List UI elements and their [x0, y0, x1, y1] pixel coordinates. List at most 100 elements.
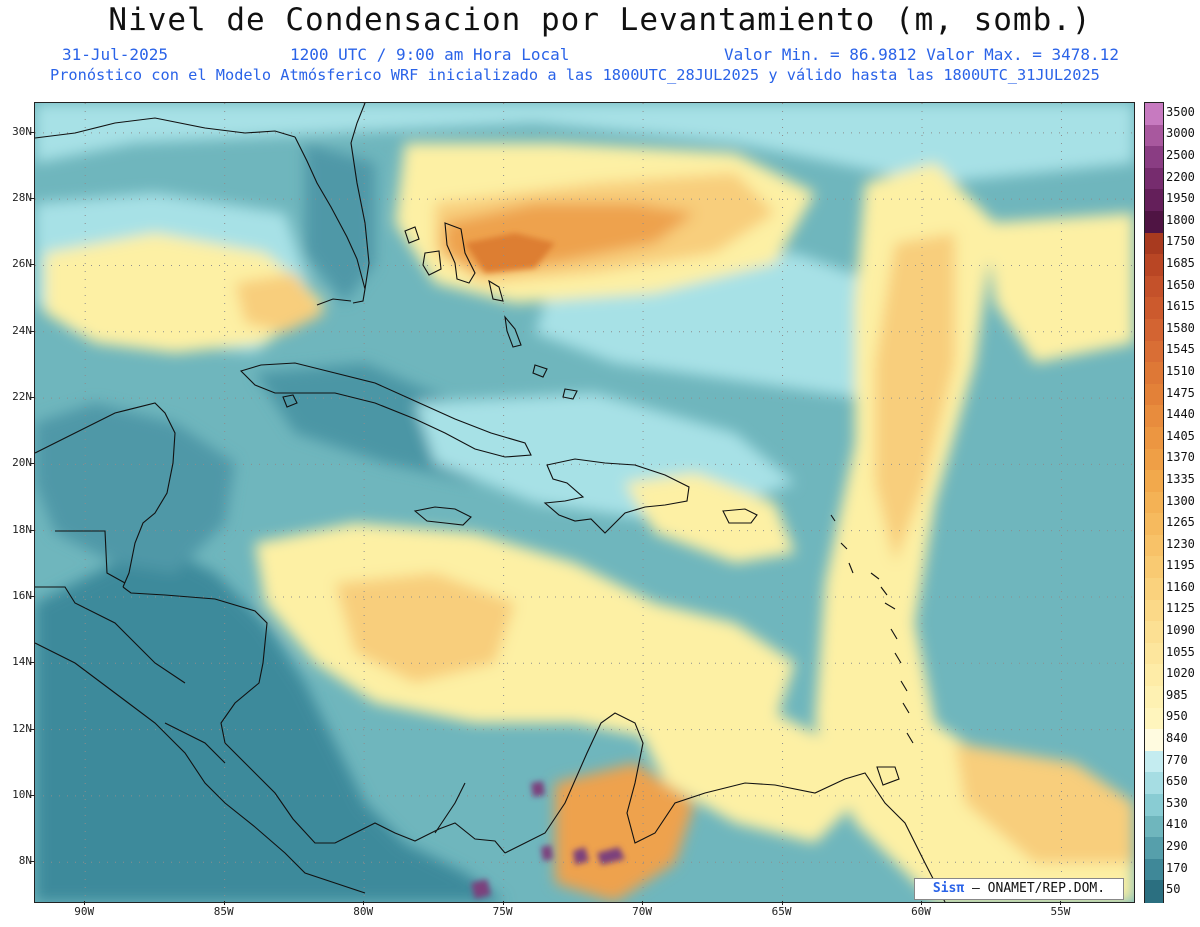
credit-brand: Sisπ	[932, 881, 965, 896]
coast-pacific-ca	[35, 642, 366, 894]
lat-tick	[30, 794, 34, 796]
coast-bahamas-4	[488, 279, 504, 302]
shade-purple-colombia-5	[541, 845, 553, 861]
lat-label: 28N	[12, 191, 32, 205]
min-max-values: Valor Min. = 86.9812 Valor Max. = 3478.1…	[724, 45, 1119, 64]
shade-light-orange-gulf	[235, 273, 325, 333]
colorbar-label: 1405	[1166, 428, 1195, 443]
lat-tick	[30, 662, 34, 664]
lon-tick	[502, 901, 504, 905]
colorbar-segment	[1145, 383, 1163, 406]
lat-label: 14N	[12, 655, 32, 669]
lon-label: 80W	[353, 905, 374, 918]
colorbar-segment	[1145, 297, 1163, 320]
forecast-time: 1200 UTC / 9:00 am Hora Local	[290, 45, 570, 64]
colorbar-label: 1750	[1166, 234, 1195, 249]
forecast-date: 31-Jul-2025	[62, 45, 168, 64]
colorbar-label: 1475	[1166, 385, 1195, 400]
colorbar-segment	[1145, 124, 1163, 147]
colorbar-segment	[1145, 103, 1163, 126]
shade-purple-colombia-4	[531, 781, 545, 797]
colorbar-label: 1335	[1166, 471, 1195, 486]
shade-dark-gulf	[35, 403, 235, 573]
colorbar-segment	[1145, 599, 1163, 622]
colorbar-segment	[1145, 794, 1163, 817]
colorbar-segment	[1145, 318, 1163, 342]
lon-label: 55W	[1050, 905, 1071, 918]
colorbar-segment	[1145, 189, 1163, 212]
colorbar-label: 1265	[1166, 515, 1195, 530]
lcl-shading	[35, 103, 1134, 902]
coast-colombia-venezuela	[504, 712, 946, 902]
coast-panama-canal	[434, 782, 466, 834]
colorbar-segment	[1145, 167, 1163, 190]
colorbar-label: 1125	[1166, 601, 1195, 616]
lon-label: 70W	[632, 905, 652, 918]
lon-tick	[642, 901, 644, 905]
shade-dark-central-america	[35, 543, 505, 902]
lat-tick	[30, 529, 34, 531]
lat-tick	[30, 198, 34, 200]
colorbar-label: 770	[1166, 752, 1188, 767]
shade-light-orange-se	[955, 743, 1134, 863]
map-canvas	[35, 103, 1134, 902]
lat-label: 12N	[12, 721, 32, 735]
colorbar-segment	[1145, 815, 1163, 838]
colorbar-segment	[1145, 254, 1163, 277]
colorbar-label: 1090	[1166, 623, 1195, 638]
shade-orange-colombia	[555, 763, 695, 902]
colorbar-segment	[1145, 707, 1163, 730]
colorbar-segment	[1145, 232, 1163, 255]
lat-label: 18N	[12, 522, 32, 536]
colorbar-segment	[1145, 621, 1163, 644]
lon-tick	[223, 901, 225, 905]
colorbar	[1144, 102, 1164, 903]
lat-label: 22N	[12, 390, 32, 404]
colorbar-segment	[1145, 664, 1163, 687]
colorbar-label: 1685	[1166, 255, 1195, 270]
colorbar-segment	[1145, 210, 1163, 234]
shade-dark-orange-bahamas	[465, 233, 555, 273]
colorbar-label: 50	[1166, 882, 1181, 897]
shade-yellow-north-coast	[635, 703, 855, 843]
colorbar-segment	[1145, 362, 1163, 385]
colorbar-label: 1950	[1166, 191, 1195, 206]
lon-tick	[84, 901, 86, 905]
lon-tick	[1060, 901, 1062, 905]
coast-belize-honduras	[122, 586, 506, 854]
lon-tick	[363, 901, 365, 905]
colorbar-label: 1510	[1166, 363, 1195, 378]
colorbar-segment	[1145, 858, 1163, 881]
lon-tick	[921, 901, 922, 905]
colorbar-segment	[1145, 750, 1163, 774]
forecast-description: Pronóstico con el Modelo Atmósferico WRF…	[50, 66, 1100, 84]
coast-florida	[294, 103, 370, 304]
colorbar-label: 1580	[1166, 320, 1195, 335]
coastlines	[35, 103, 946, 902]
lat-label: 8N	[18, 854, 32, 868]
map-title: Nivel de Condensacion por Levantamiento …	[108, 2, 1092, 38]
coast-lesser-antilles	[830, 514, 914, 744]
colorbar-label: 1055	[1166, 644, 1195, 659]
colorbar-segment	[1145, 426, 1163, 450]
colorbar-label: 1800	[1166, 212, 1195, 227]
lat-label: 10N	[12, 787, 32, 801]
coast-central-borders	[35, 530, 226, 764]
coast-trinidad	[876, 766, 900, 786]
colorbar-label: 1440	[1166, 407, 1195, 422]
colorbar-segment	[1145, 448, 1163, 471]
colorbar-label: 1300	[1166, 493, 1195, 508]
colorbar-segment	[1145, 556, 1163, 579]
coast-bahamas-3	[444, 222, 476, 284]
colorbar-label: 650	[1166, 774, 1188, 789]
colorbar-label: 1195	[1166, 558, 1195, 573]
colorbar-segment	[1145, 729, 1163, 752]
colorbar-label: 3000	[1166, 126, 1195, 141]
lat-label: 30N	[12, 124, 32, 138]
lat-tick	[30, 131, 34, 133]
colorbar-label: 170	[1166, 860, 1188, 875]
colorbar-label: 1230	[1166, 536, 1195, 551]
coast-bahamas-5	[504, 315, 522, 348]
colorbar-label: 1370	[1166, 450, 1195, 465]
coast-gulf-north	[35, 117, 296, 139]
